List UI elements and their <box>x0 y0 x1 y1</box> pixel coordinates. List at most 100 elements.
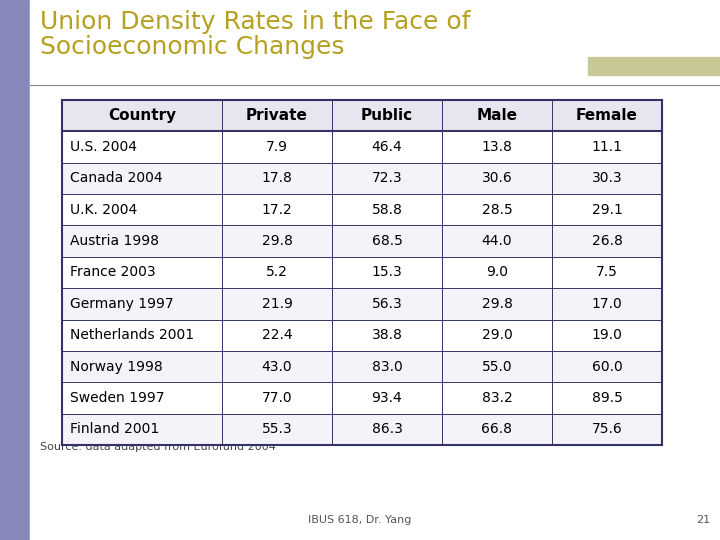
Text: 44.0: 44.0 <box>482 234 513 248</box>
Bar <box>552 226 662 257</box>
Bar <box>552 194 662 226</box>
Text: 9.0: 9.0 <box>486 266 508 280</box>
Bar <box>222 320 332 351</box>
Text: Private: Private <box>246 108 308 123</box>
Bar <box>552 257 662 288</box>
Text: 68.5: 68.5 <box>372 234 402 248</box>
Text: U.K. 2004: U.K. 2004 <box>70 203 138 217</box>
Text: 21.9: 21.9 <box>261 297 292 311</box>
Text: Finland 2001: Finland 2001 <box>70 422 159 436</box>
Bar <box>552 414 662 445</box>
Text: 56.3: 56.3 <box>372 297 402 311</box>
Bar <box>222 257 332 288</box>
Bar <box>442 100 552 131</box>
Text: 58.8: 58.8 <box>372 203 402 217</box>
Text: 77.0: 77.0 <box>261 391 292 405</box>
Text: 29.8: 29.8 <box>261 234 292 248</box>
Text: 83.2: 83.2 <box>482 391 513 405</box>
Bar <box>442 163 552 194</box>
Bar <box>332 194 442 226</box>
Bar <box>552 288 662 320</box>
Text: 43.0: 43.0 <box>261 360 292 374</box>
Text: Canada 2004: Canada 2004 <box>70 171 163 185</box>
Bar <box>332 320 442 351</box>
Bar <box>0 0 30 540</box>
Text: 66.8: 66.8 <box>482 422 513 436</box>
Text: 22.4: 22.4 <box>261 328 292 342</box>
Text: 7.9: 7.9 <box>266 140 288 154</box>
Bar <box>222 414 332 445</box>
Bar <box>442 226 552 257</box>
Text: Norway 1998: Norway 1998 <box>70 360 163 374</box>
Text: Union Density Rates in the Face of: Union Density Rates in the Face of <box>40 10 470 34</box>
Bar <box>62 414 222 445</box>
Text: 15.3: 15.3 <box>372 266 402 280</box>
Text: 72.3: 72.3 <box>372 171 402 185</box>
Text: 17.0: 17.0 <box>592 297 622 311</box>
Bar <box>332 100 442 131</box>
Text: 29.8: 29.8 <box>482 297 513 311</box>
Text: 19.0: 19.0 <box>592 328 622 342</box>
Text: Austria 1998: Austria 1998 <box>70 234 159 248</box>
Bar <box>222 194 332 226</box>
Text: 5.2: 5.2 <box>266 266 288 280</box>
Bar <box>552 382 662 414</box>
Text: U.S. 2004: U.S. 2004 <box>70 140 137 154</box>
Text: 60.0: 60.0 <box>592 360 622 374</box>
Text: Source: data adapted from Eurofund 2004: Source: data adapted from Eurofund 2004 <box>40 442 276 452</box>
Text: Country: Country <box>108 108 176 123</box>
Text: 26.8: 26.8 <box>592 234 622 248</box>
Text: Male: Male <box>477 108 518 123</box>
Bar <box>62 351 222 382</box>
Text: 46.4: 46.4 <box>372 140 402 154</box>
Bar <box>332 226 442 257</box>
Bar <box>62 320 222 351</box>
Text: 29.1: 29.1 <box>592 203 622 217</box>
Bar <box>442 257 552 288</box>
Bar <box>552 351 662 382</box>
Bar <box>552 320 662 351</box>
Text: 83.0: 83.0 <box>372 360 402 374</box>
Text: 30.6: 30.6 <box>482 171 513 185</box>
Bar <box>222 163 332 194</box>
Bar <box>222 288 332 320</box>
Bar <box>442 382 552 414</box>
Bar <box>222 226 332 257</box>
Text: Public: Public <box>361 108 413 123</box>
Bar <box>62 163 222 194</box>
Bar <box>332 382 442 414</box>
Text: 13.8: 13.8 <box>482 140 513 154</box>
Text: France 2003: France 2003 <box>70 266 156 280</box>
Bar <box>442 131 552 163</box>
Bar <box>62 226 222 257</box>
Bar <box>62 194 222 226</box>
Bar <box>332 288 442 320</box>
Bar <box>62 131 222 163</box>
Bar <box>332 351 442 382</box>
Bar <box>222 382 332 414</box>
Text: IBUS 618, Dr. Yang: IBUS 618, Dr. Yang <box>308 515 412 525</box>
Text: Sweden 1997: Sweden 1997 <box>70 391 164 405</box>
Bar <box>62 257 222 288</box>
Text: 11.1: 11.1 <box>592 140 623 154</box>
Bar <box>222 131 332 163</box>
Bar <box>442 320 552 351</box>
Bar <box>442 351 552 382</box>
Text: 55.0: 55.0 <box>482 360 513 374</box>
Bar <box>62 382 222 414</box>
Bar <box>332 257 442 288</box>
Bar <box>442 414 552 445</box>
Text: 17.8: 17.8 <box>261 171 292 185</box>
Bar <box>332 414 442 445</box>
Bar <box>552 100 662 131</box>
Bar <box>442 194 552 226</box>
Bar <box>62 288 222 320</box>
Bar <box>332 163 442 194</box>
Bar <box>552 131 662 163</box>
Bar <box>62 100 222 131</box>
Bar <box>222 351 332 382</box>
Text: Socioeconomic Changes: Socioeconomic Changes <box>40 35 344 59</box>
Text: 30.3: 30.3 <box>592 171 622 185</box>
Text: 93.4: 93.4 <box>372 391 402 405</box>
Text: 55.3: 55.3 <box>261 422 292 436</box>
